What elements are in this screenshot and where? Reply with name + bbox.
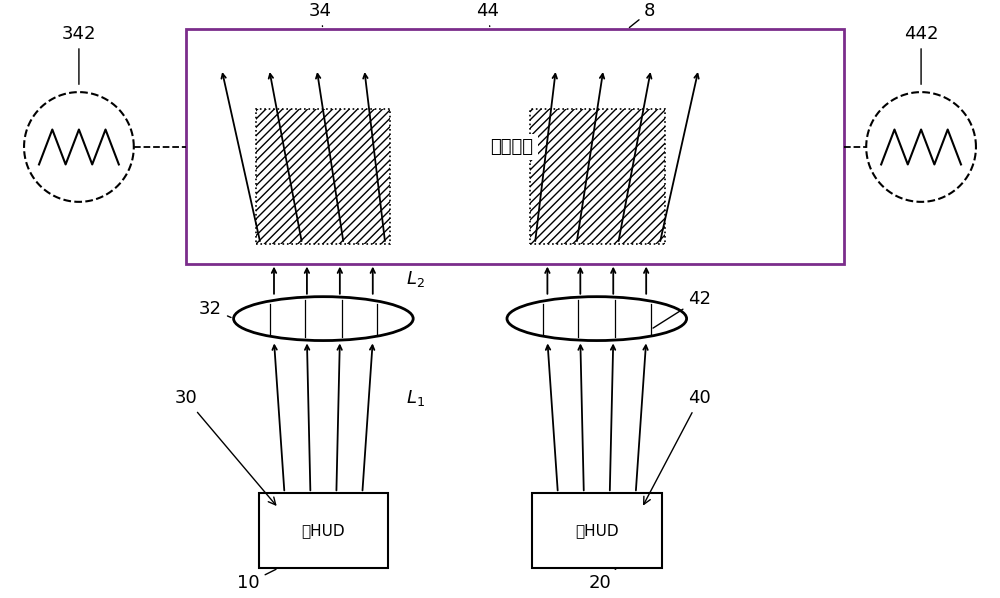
Text: 42: 42: [653, 289, 711, 328]
Text: 右HUD: 右HUD: [575, 523, 619, 538]
Text: 10: 10: [237, 569, 276, 592]
Bar: [530, 109, 665, 244]
Text: 左HUD: 左HUD: [302, 523, 345, 538]
Text: 30: 30: [174, 389, 276, 505]
Ellipse shape: [234, 297, 413, 340]
Text: 40: 40: [644, 389, 711, 504]
Bar: [259, 493, 388, 568]
Bar: [532, 493, 662, 568]
Bar: [256, 109, 390, 244]
Text: 20: 20: [588, 568, 617, 592]
Text: 8: 8: [629, 2, 655, 28]
Text: 442: 442: [904, 25, 938, 84]
Bar: [186, 29, 844, 264]
Text: 挡风玻璃: 挡风玻璃: [490, 138, 533, 156]
Text: 34: 34: [309, 2, 332, 26]
Text: 342: 342: [62, 25, 96, 84]
Text: 44: 44: [477, 2, 500, 26]
Bar: [256, 109, 390, 244]
Text: $L_1$: $L_1$: [406, 389, 425, 408]
Text: $L_2$: $L_2$: [406, 269, 425, 289]
Ellipse shape: [507, 297, 687, 340]
Text: 32: 32: [199, 300, 231, 318]
Bar: [530, 109, 665, 244]
